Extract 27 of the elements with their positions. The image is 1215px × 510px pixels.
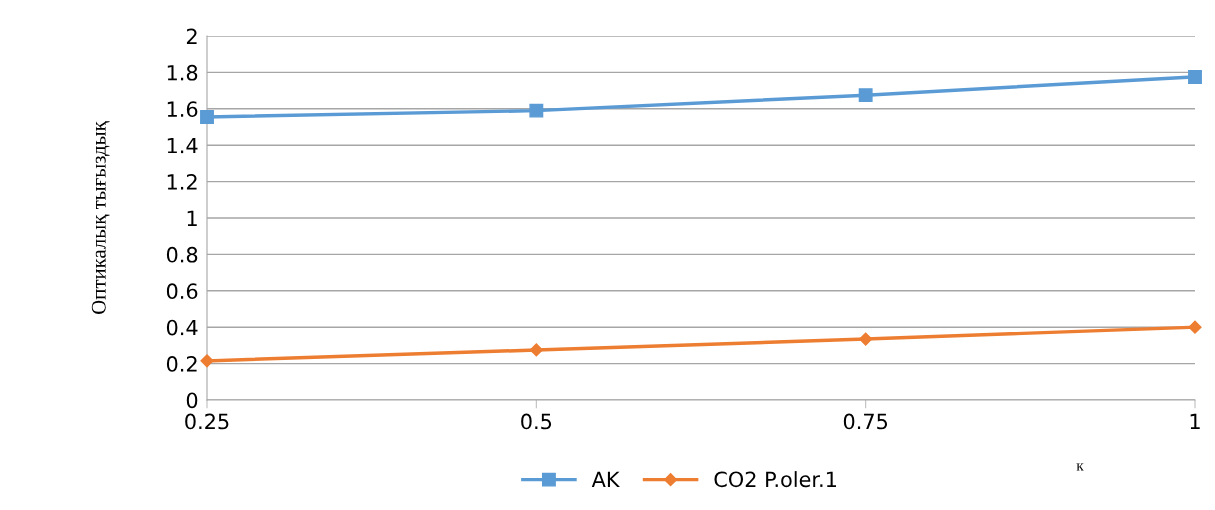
y-tick-label: 1.8 [167, 64, 198, 81]
y-axis-title: Оптикалық тығыздық [91, 121, 110, 314]
legend-label: CO2 P.oler.1 [714, 471, 837, 488]
y-tick-label: 2 [186, 28, 197, 44]
y-tick-label: 0.2 [166, 356, 197, 372]
point [858, 88, 873, 103]
y-tick-label: 0.4 [166, 319, 198, 336]
y-tick-label: 0.8 [166, 246, 198, 263]
point [529, 103, 544, 118]
point [529, 343, 543, 357]
y-tick-label: 0.6 [166, 283, 198, 300]
point [859, 332, 873, 346]
y-tick-label: 1.2 [167, 174, 197, 190]
x-tick-label: 0.5 [521, 413, 552, 430]
y-tick-label: 1 [187, 210, 197, 226]
y-tick-label: 1.4 [167, 137, 198, 154]
x-tick-label: 0.75 [843, 413, 888, 430]
y-tick-label: 0 [186, 392, 198, 409]
point [200, 110, 214, 124]
point [1188, 70, 1202, 84]
x-axis-title: к [1076, 463, 1084, 471]
point [200, 354, 214, 368]
point [1188, 320, 1202, 334]
x-tick-label: 0.25 [185, 413, 229, 430]
x-tick-label: 1 [1190, 413, 1200, 430]
y-tick-label: 1.6 [167, 101, 198, 118]
legend-label: AK [591, 471, 620, 487]
